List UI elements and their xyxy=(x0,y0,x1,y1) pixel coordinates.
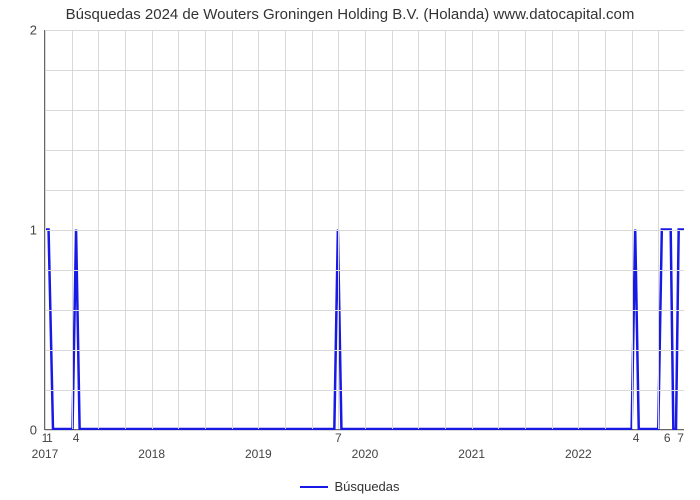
gridline-v xyxy=(45,30,46,429)
gridline-v-minor xyxy=(205,30,206,429)
data-point-label: 4 xyxy=(633,431,640,445)
gridline-h xyxy=(45,430,684,431)
chart-title: Búsquedas 2024 de Wouters Groningen Hold… xyxy=(0,6,700,23)
gridline-v-minor xyxy=(125,30,126,429)
gridline-v-minor xyxy=(552,30,553,429)
gridline-v xyxy=(472,30,473,429)
data-point-label: 7 xyxy=(335,431,342,445)
gridline-v-minor xyxy=(178,30,179,429)
gridline-v-minor xyxy=(98,30,99,429)
gridline-v-minor xyxy=(632,30,633,429)
x-tick-label: 2019 xyxy=(245,447,272,461)
gridline-v-minor xyxy=(605,30,606,429)
gridline-v-minor xyxy=(525,30,526,429)
gridline-v-minor xyxy=(232,30,233,429)
y-tick-label: 0 xyxy=(30,423,37,438)
gridline-v-minor xyxy=(72,30,73,429)
gridline-v-minor xyxy=(445,30,446,429)
data-point-label: 6 xyxy=(664,431,671,445)
gridline-v xyxy=(578,30,579,429)
legend-label: Búsquedas xyxy=(334,479,399,494)
x-tick-label: 2017 xyxy=(32,447,59,461)
chart-container: Búsquedas 2024 de Wouters Groningen Hold… xyxy=(0,0,700,500)
gridline-v-minor xyxy=(658,30,659,429)
gridline-v-minor xyxy=(498,30,499,429)
gridline-v xyxy=(152,30,153,429)
x-tick-label: 2020 xyxy=(352,447,379,461)
gridline-v-minor xyxy=(285,30,286,429)
x-tick-label: 2018 xyxy=(138,447,165,461)
data-point-label: 7 xyxy=(677,431,684,445)
data-point-label: 4 xyxy=(73,431,80,445)
legend-line-swatch xyxy=(300,486,328,488)
gridline-v xyxy=(365,30,366,429)
gridline-v xyxy=(258,30,259,429)
legend: Búsquedas xyxy=(0,479,700,494)
gridline-v-minor xyxy=(338,30,339,429)
y-tick-label: 2 xyxy=(30,23,37,38)
gridline-v-minor xyxy=(392,30,393,429)
gridline-v-minor xyxy=(418,30,419,429)
x-tick-label: 2022 xyxy=(565,447,592,461)
data-point-label: 1 xyxy=(46,431,53,445)
gridline-v-minor xyxy=(312,30,313,429)
y-tick-label: 1 xyxy=(30,223,37,238)
x-tick-label: 2021 xyxy=(458,447,485,461)
plot-area: 0122017201820192020202120221147467 xyxy=(44,30,684,430)
